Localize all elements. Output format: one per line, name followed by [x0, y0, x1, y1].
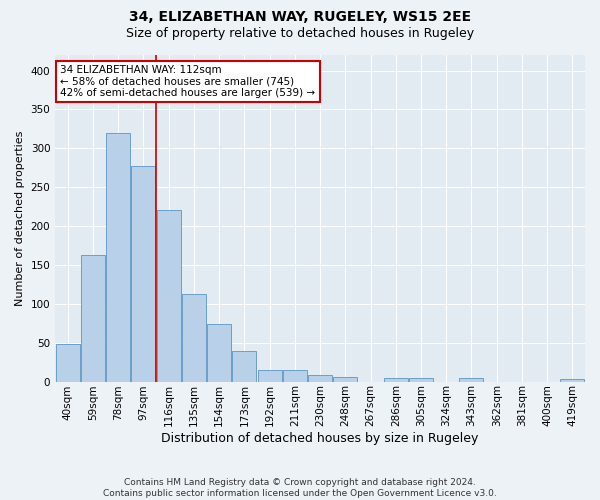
- Text: Contains HM Land Registry data © Crown copyright and database right 2024.
Contai: Contains HM Land Registry data © Crown c…: [103, 478, 497, 498]
- Bar: [384, 378, 408, 382]
- Bar: [460, 378, 484, 382]
- Bar: [56, 344, 80, 382]
- Bar: [560, 379, 584, 382]
- Bar: [308, 374, 332, 382]
- Text: 34, ELIZABETHAN WAY, RUGELEY, WS15 2EE: 34, ELIZABETHAN WAY, RUGELEY, WS15 2EE: [129, 10, 471, 24]
- Text: 34 ELIZABETHAN WAY: 112sqm
← 58% of detached houses are smaller (745)
42% of sem: 34 ELIZABETHAN WAY: 112sqm ← 58% of deta…: [61, 65, 316, 98]
- Bar: [207, 324, 231, 382]
- Bar: [257, 370, 281, 382]
- Bar: [131, 166, 155, 382]
- Bar: [106, 132, 130, 382]
- Bar: [157, 210, 181, 382]
- Bar: [409, 378, 433, 382]
- Bar: [232, 351, 256, 382]
- Text: Size of property relative to detached houses in Rugeley: Size of property relative to detached ho…: [126, 28, 474, 40]
- Y-axis label: Number of detached properties: Number of detached properties: [15, 130, 25, 306]
- Bar: [81, 255, 105, 382]
- Bar: [283, 370, 307, 382]
- Bar: [334, 377, 357, 382]
- X-axis label: Distribution of detached houses by size in Rugeley: Distribution of detached houses by size …: [161, 432, 479, 445]
- Bar: [182, 294, 206, 382]
